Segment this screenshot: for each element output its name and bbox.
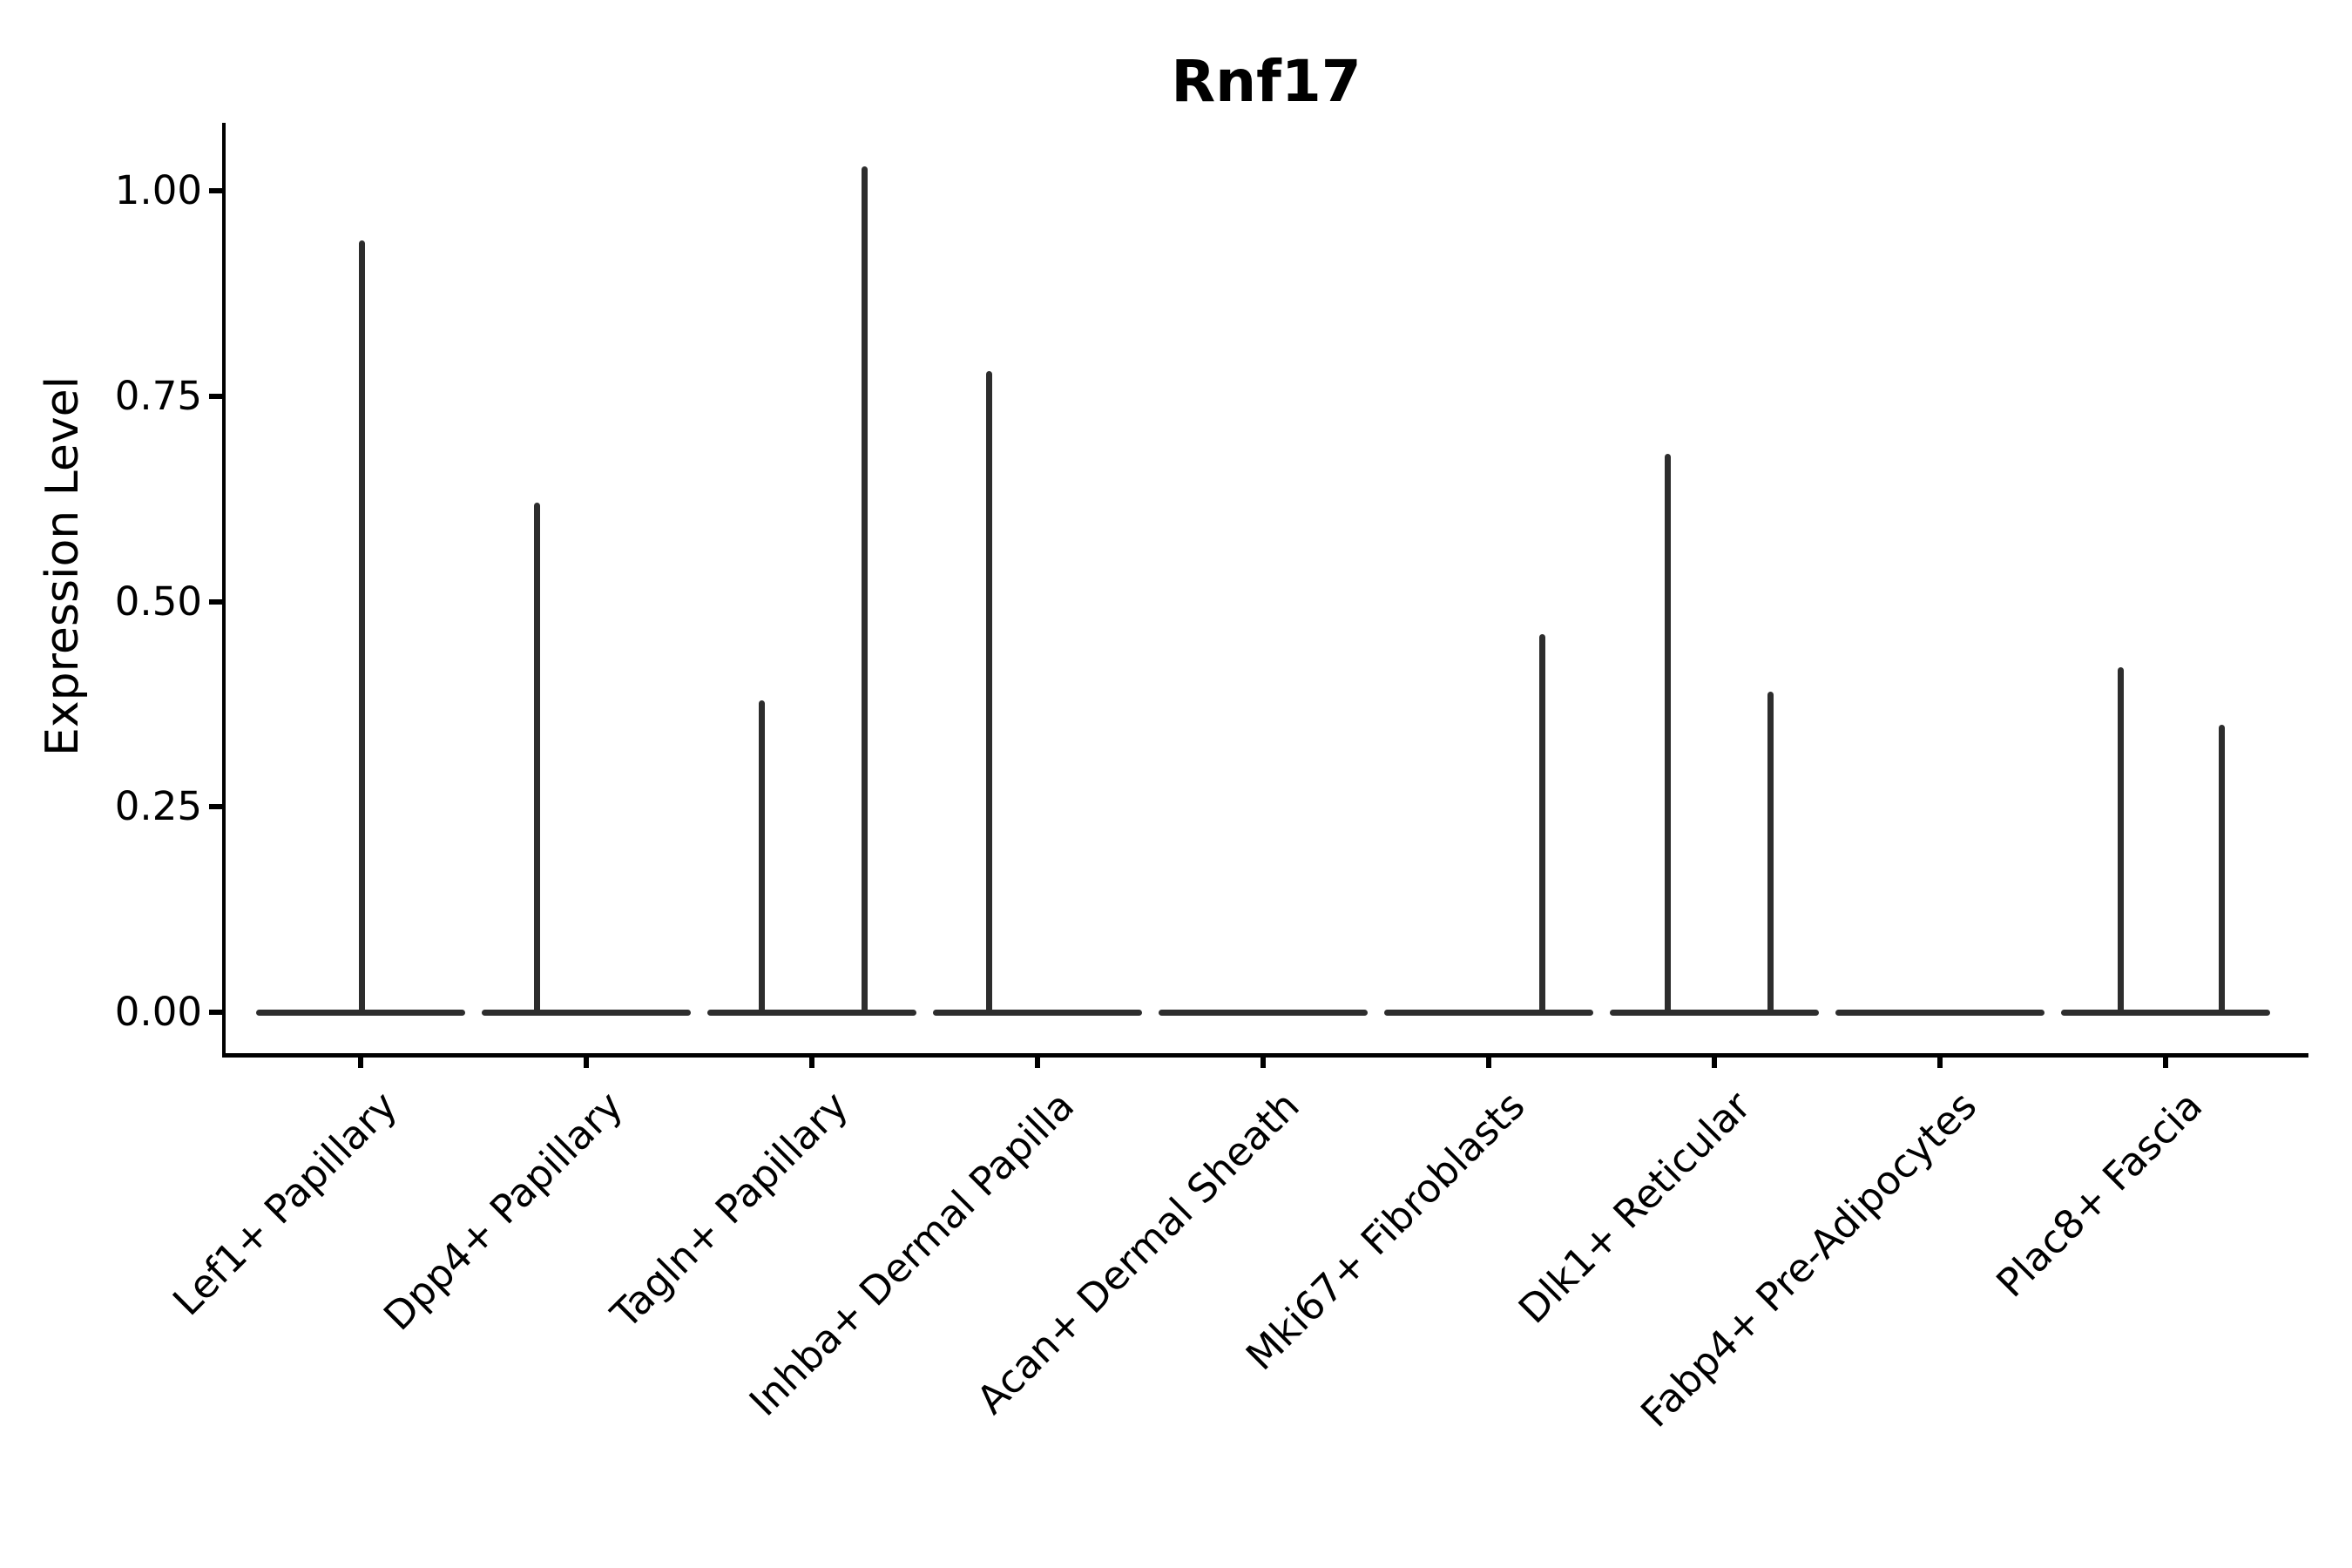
violin-body: [1384, 1010, 1593, 1016]
y-tick-label: 0.50: [114, 578, 202, 625]
x-tick: [1260, 1053, 1266, 1068]
violin-spike: [1665, 453, 1671, 1015]
y-tick-label: 1.00: [114, 167, 202, 213]
violin-spike: [2219, 724, 2225, 1015]
y-tick-label: 0.75: [114, 372, 202, 419]
x-tick: [809, 1053, 814, 1068]
violin-body: [1835, 1010, 2044, 1016]
violin-body: [1610, 1010, 1819, 1016]
x-tick: [1712, 1053, 1717, 1068]
x-axis-label: Dlk1+ Reticular: [1510, 1082, 1761, 1333]
y-tick-label: 0.25: [114, 783, 202, 830]
violin-spike: [1539, 634, 1545, 1015]
x-axis-label: Tagln+ Papillary: [602, 1082, 858, 1338]
x-tick: [1035, 1053, 1040, 1068]
y-tick-label: 0.00: [114, 989, 202, 1035]
violin-spike: [759, 700, 765, 1015]
violin-body: [2061, 1010, 2270, 1016]
y-tick: [209, 804, 224, 810]
x-axis-label: Lef1+ Papillary: [164, 1082, 407, 1325]
y-axis-spine: [222, 123, 226, 1058]
violin-body: [933, 1010, 1142, 1016]
violin-body: [707, 1010, 916, 1016]
violin-spike: [986, 371, 992, 1015]
y-tick: [209, 1010, 224, 1015]
violin-spike: [534, 503, 540, 1015]
violin-spike: [359, 240, 365, 1015]
y-tick: [209, 188, 224, 193]
violin-body: [1159, 1010, 1368, 1016]
violin-spike: [1767, 692, 1774, 1015]
x-tick: [1937, 1053, 1943, 1068]
violin-body: [482, 1010, 691, 1016]
violin-spike: [862, 166, 868, 1015]
violin-spike: [2118, 666, 2124, 1015]
x-axis-label: Dpp4+ Papillary: [375, 1082, 632, 1340]
y-axis-label: Expression Level: [37, 375, 89, 756]
x-axis-label: Plac8+ Fascia: [1987, 1082, 2212, 1307]
x-tick: [358, 1053, 363, 1068]
chart-title: Rnf17: [1171, 48, 1362, 115]
x-tick: [2163, 1053, 2168, 1068]
x-tick: [584, 1053, 589, 1068]
y-tick: [209, 393, 224, 399]
y-tick: [209, 598, 224, 605]
x-tick: [1486, 1053, 1491, 1068]
